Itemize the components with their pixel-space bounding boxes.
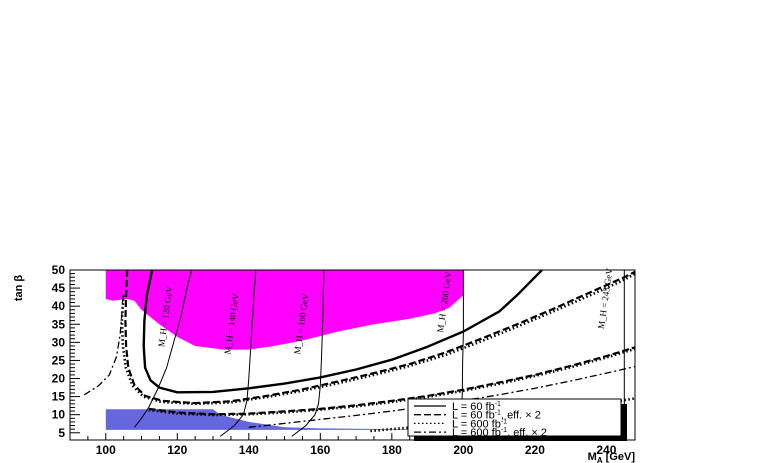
y-tick-label: 40 — [52, 299, 66, 313]
y-tick-label: 45 — [52, 281, 66, 295]
x-tick-label: 200 — [453, 443, 473, 457]
mass-contour-line — [219, 270, 257, 437]
x-tick-label: 160 — [310, 443, 330, 457]
x-axis-title: MA [GeV] — [588, 451, 636, 463]
legend-label: L = 60 fb-1, eff. × 2 — [452, 410, 541, 422]
legend-label: L = 600 fb-1, eff. × 2 — [452, 427, 547, 439]
y-tick-label: 5 — [58, 426, 65, 440]
legend-box — [407, 398, 622, 437]
x-tick-label: 240 — [596, 443, 616, 457]
y-axis-title: tan β — [13, 275, 25, 302]
y-tick-label: 10 — [52, 408, 66, 422]
mass-contour-line — [291, 270, 325, 437]
x-tick-label: 120 — [167, 443, 187, 457]
legend-label: L = 60 fb-1 — [452, 401, 501, 413]
y-tick-label: 15 — [52, 390, 66, 404]
y-tick-label: 25 — [52, 353, 66, 367]
series-dashed-line-1 — [124, 270, 635, 405]
series-dashdot-line-1 — [83, 295, 124, 396]
x-tick-label: 140 — [239, 443, 259, 457]
y-tick-label: 50 — [52, 263, 66, 277]
x-tick-label: 220 — [525, 443, 545, 457]
series-dotted-line-2 — [148, 347, 635, 417]
legend-label: L = 600 fb-1 — [452, 418, 507, 430]
y-tick-label: 30 — [52, 335, 66, 349]
x-tick-label: 180 — [382, 443, 402, 457]
plot-frame — [69, 269, 636, 441]
series-dotted-line-1 — [120, 272, 635, 406]
region-1 — [105, 270, 464, 350]
y-tick-label: 20 — [52, 372, 66, 386]
y-tick-label: 35 — [52, 317, 66, 331]
mass-contour-line — [134, 270, 193, 428]
x-tick-label: 100 — [96, 443, 116, 457]
series-solid-line-1 — [142, 270, 543, 394]
